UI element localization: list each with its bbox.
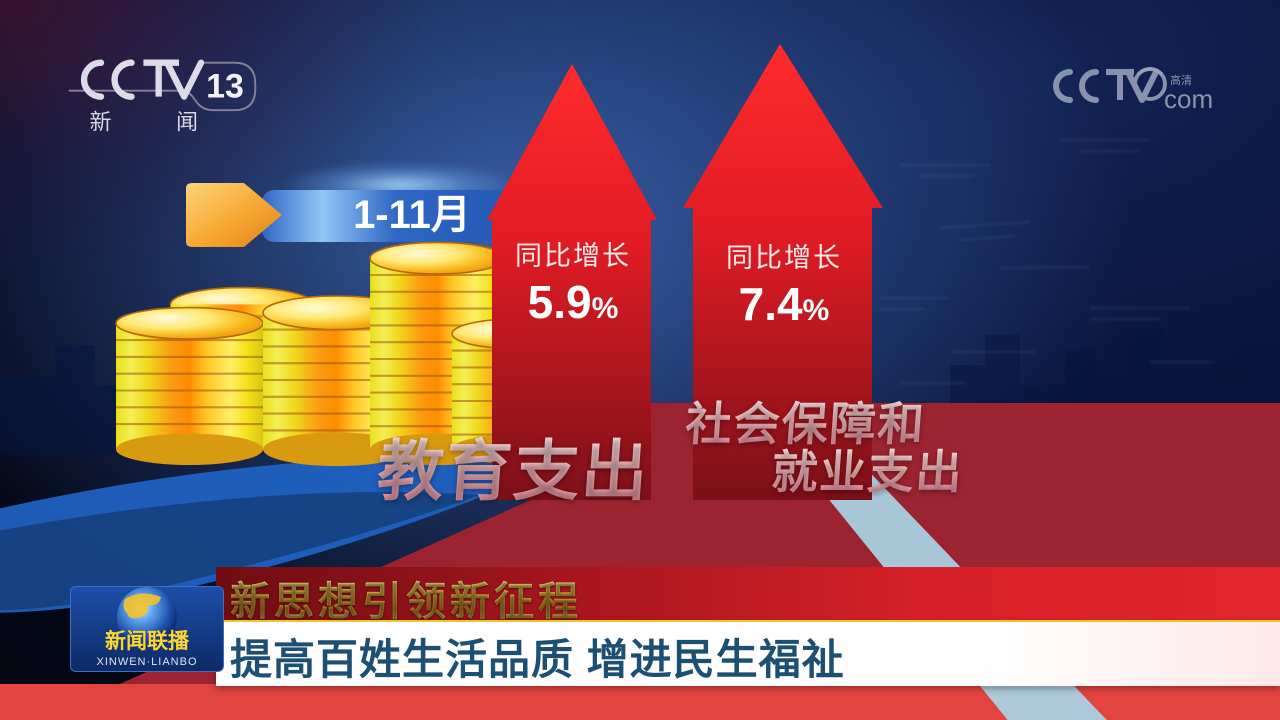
svg-text:新闻联播: 新闻联播: [105, 629, 190, 653]
svg-text:闻: 闻: [176, 110, 199, 135]
svg-text:com: com: [1164, 84, 1213, 114]
svg-text:1-11月: 1-11月: [353, 193, 471, 237]
svg-text:新: 新: [90, 110, 113, 135]
svg-text:XINWEN·LIANBO: XINWEN·LIANBO: [96, 656, 197, 668]
svg-text:13: 13: [206, 67, 244, 105]
